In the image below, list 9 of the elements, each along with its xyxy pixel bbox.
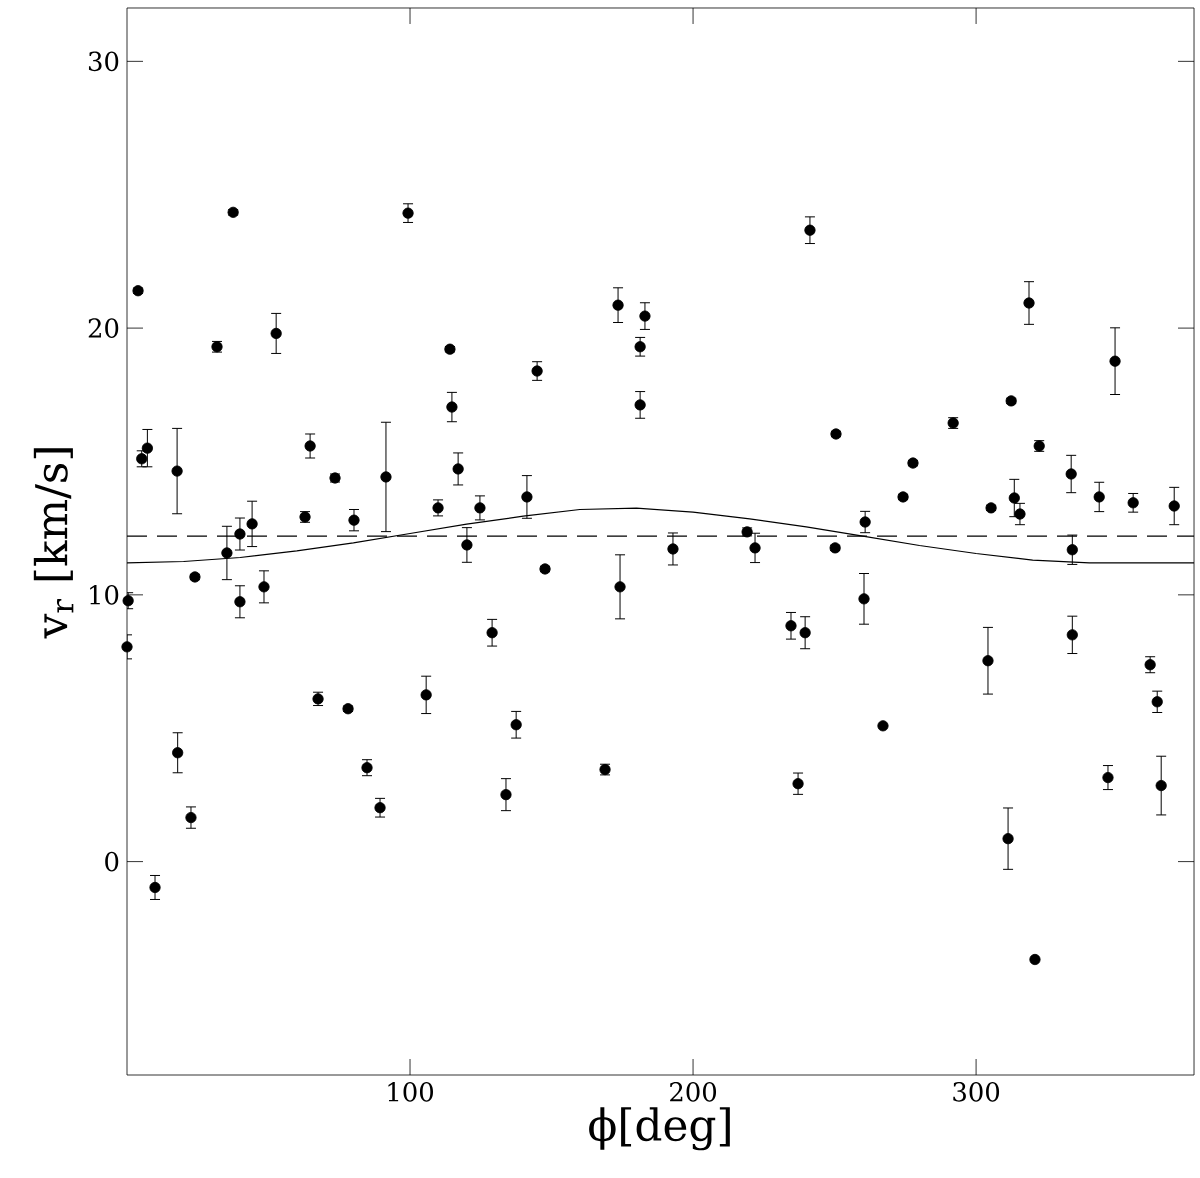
x-tick-label: 200 <box>670 1082 717 1102</box>
x-tick-label: 300 <box>953 1082 1000 1102</box>
y-tick-label: 0 <box>105 851 119 872</box>
y-tick-label: 10 <box>90 585 119 605</box>
y-tick-label: 20 <box>88 318 119 338</box>
x-axis-title: ϕ[deg] <box>589 1107 730 1151</box>
y-axis-title: v$_{r}$ [km/s] <box>33 448 74 639</box>
y-tick-label: 30 <box>88 51 119 72</box>
x-tick-label: 100 <box>388 1082 434 1102</box>
